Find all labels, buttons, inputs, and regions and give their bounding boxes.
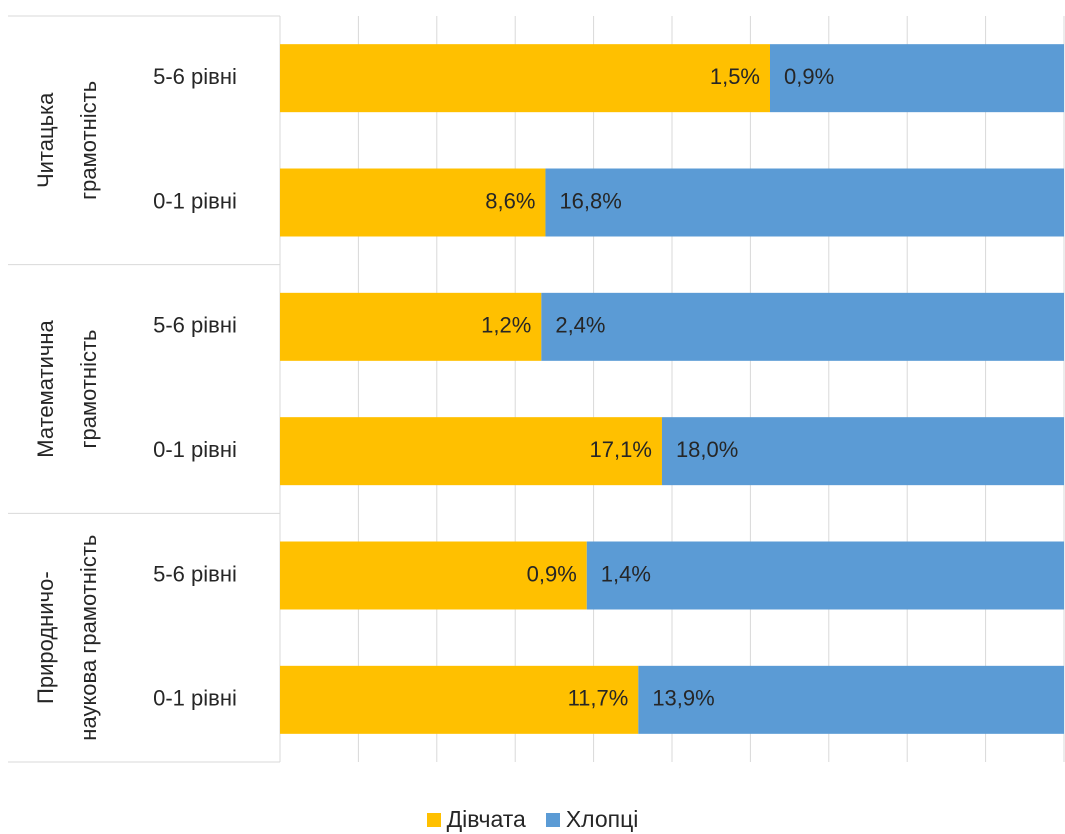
bar-segment — [280, 417, 662, 486]
bar-segment — [586, 541, 1064, 610]
data-label: 1,4% — [601, 561, 651, 586]
bar-segment — [280, 292, 542, 361]
bar-segment — [280, 665, 639, 734]
bar-segment — [770, 44, 1064, 113]
data-label: 1,2% — [481, 313, 531, 338]
group-label-line: грамотність — [76, 329, 101, 448]
category-label: 0-1 рівні — [153, 437, 237, 462]
bar-segment — [661, 417, 1064, 486]
legend-swatch-boys — [545, 812, 560, 827]
category-label: 5-6 рівні — [153, 561, 237, 586]
legend-item-boys: Хлопці — [545, 806, 639, 833]
group-label-line: Математична — [33, 319, 58, 457]
data-label: 17,1% — [590, 437, 652, 462]
data-label: 13,9% — [652, 686, 714, 711]
bar-segment — [280, 44, 770, 113]
group-label-line: Природничо- — [33, 571, 58, 704]
group-label-line: грамотність — [76, 81, 101, 200]
data-label: 2,4% — [555, 313, 605, 338]
legend-item-girls: Дівчата — [426, 806, 526, 833]
legend-label-girls: Дівчата — [446, 806, 526, 832]
category-label: 0-1 рівні — [153, 686, 237, 711]
bar-segment — [545, 168, 1064, 237]
group-label-line: Читацька — [33, 92, 58, 188]
data-label: 0,9% — [527, 561, 577, 586]
category-label: 5-6 рівні — [153, 64, 237, 89]
data-label: 18,0% — [676, 437, 738, 462]
data-label: 1,5% — [710, 64, 760, 89]
bar-segment — [541, 292, 1064, 361]
bar-segment — [280, 541, 587, 610]
category-label: 5-6 рівні — [153, 313, 237, 338]
legend-label-boys: Хлопці — [565, 806, 639, 832]
data-label: 16,8% — [559, 188, 621, 213]
bar-segment — [280, 168, 546, 237]
category-label: 0-1 рівні — [153, 188, 237, 213]
legend-swatch-girls — [426, 812, 441, 827]
legend: Дівчата Хлопці — [0, 806, 1065, 833]
data-label: 11,7% — [568, 686, 629, 711]
data-label: 0,9% — [784, 64, 834, 89]
data-label: 8,6% — [485, 188, 535, 213]
bar-segment — [638, 665, 1064, 734]
group-label-line: наукова грамотність — [76, 535, 101, 741]
